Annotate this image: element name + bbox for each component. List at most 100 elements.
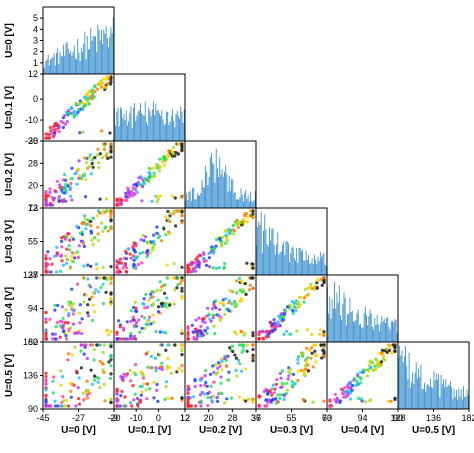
histogram-bar	[357, 309, 359, 342]
scatter-point	[143, 326, 147, 330]
scatter-point	[236, 225, 240, 229]
scatter-point	[84, 160, 88, 164]
histogram-bar	[227, 191, 229, 208]
scatter-point	[202, 256, 206, 260]
scatter-point	[225, 307, 229, 311]
scatter-point	[80, 331, 84, 336]
scatter-point	[180, 221, 184, 225]
scatter-point	[158, 330, 162, 334]
histogram-bar	[228, 176, 230, 208]
histogram-bar	[452, 398, 454, 409]
scatter-point	[149, 167, 153, 171]
scatter-point	[303, 364, 307, 368]
scatter-point	[375, 363, 379, 367]
histogram-bar	[135, 120, 137, 141]
histogram-bar	[382, 321, 384, 342]
scatter-point	[222, 265, 226, 270]
scatter-point	[299, 368, 303, 372]
scatter-point	[385, 350, 389, 354]
histogram-bar	[424, 382, 425, 409]
histogram-bar	[422, 388, 424, 409]
scatter-point	[115, 270, 119, 274]
scatter-point	[79, 349, 83, 353]
y-tick-label: 20	[28, 181, 38, 191]
scatter-point	[228, 346, 232, 350]
scatter-point	[89, 285, 93, 289]
scatter-point	[226, 354, 230, 358]
scatter-point	[171, 276, 175, 280]
scatter-point	[288, 367, 292, 371]
histogram-bar	[52, 57, 54, 74]
scatter-point	[59, 383, 63, 387]
scatter-point	[68, 381, 73, 385]
scatter-point	[95, 214, 99, 218]
scatter-point	[88, 164, 92, 168]
scatter-point	[233, 330, 237, 334]
histogram-bar	[181, 111, 183, 141]
scatter-point	[296, 361, 300, 365]
histogram-bar	[375, 324, 377, 342]
histogram-bar	[286, 241, 288, 275]
scatter-point	[90, 295, 94, 299]
scatter-point	[393, 396, 397, 400]
histogram-bar	[100, 30, 102, 74]
scatter-point	[155, 289, 159, 293]
scatter-point	[309, 346, 313, 350]
histogram-bar	[285, 241, 287, 275]
panel-frame	[184, 341, 257, 410]
scatter-point	[81, 130, 85, 134]
scatter-point	[92, 310, 97, 314]
scatter-point	[60, 199, 64, 203]
scatter-point	[344, 390, 348, 394]
scatter-point	[162, 227, 166, 231]
histogram-bar	[203, 187, 205, 208]
scatter-point	[84, 396, 88, 400]
scatter-point	[322, 276, 326, 280]
scatter-point	[105, 151, 109, 155]
scatter-point	[91, 343, 95, 347]
scatter-point	[340, 387, 344, 391]
scatter-point	[51, 391, 56, 395]
scatter-point	[92, 236, 96, 240]
scatter-point	[225, 397, 229, 401]
scatter-point	[51, 135, 56, 139]
panel-r5-c5	[397, 341, 470, 410]
scatter-point	[79, 366, 83, 370]
histogram-bar	[318, 260, 320, 275]
scatter-point	[242, 333, 246, 337]
scatter-point	[228, 229, 232, 233]
scatter-point	[89, 264, 93, 268]
scatter-point	[180, 286, 184, 290]
scatter-point	[387, 348, 392, 352]
histogram-bar	[244, 193, 246, 208]
scatter-point	[60, 254, 64, 258]
scatter-point	[51, 332, 55, 336]
histogram-bar	[98, 29, 100, 74]
histogram-bar	[413, 383, 415, 409]
scatter-point	[160, 361, 164, 365]
scatter-point	[312, 343, 316, 347]
scatter-point	[82, 300, 86, 304]
histogram-bar	[158, 113, 160, 141]
histogram-bar	[347, 314, 349, 342]
scatter-point	[227, 231, 231, 235]
scatter-point	[143, 182, 147, 186]
scatter-point	[99, 85, 104, 89]
scatter-point	[134, 306, 138, 310]
scatter-point	[293, 305, 297, 309]
scatter-point	[387, 399, 391, 404]
histogram-bar	[86, 35, 88, 74]
histogram-bar	[348, 313, 350, 342]
scatter-point	[109, 215, 113, 219]
scatter-point	[132, 258, 136, 262]
scatter-point	[146, 178, 150, 182]
histogram-bar	[225, 165, 227, 208]
scatter-point	[265, 330, 269, 334]
histogram-bar	[58, 64, 60, 74]
scatter-point	[220, 359, 224, 363]
scatter-point	[202, 392, 206, 396]
histogram-bar	[272, 228, 274, 275]
scatter-point	[125, 198, 129, 202]
scatter-point	[309, 282, 313, 286]
scatter-point	[61, 316, 65, 320]
